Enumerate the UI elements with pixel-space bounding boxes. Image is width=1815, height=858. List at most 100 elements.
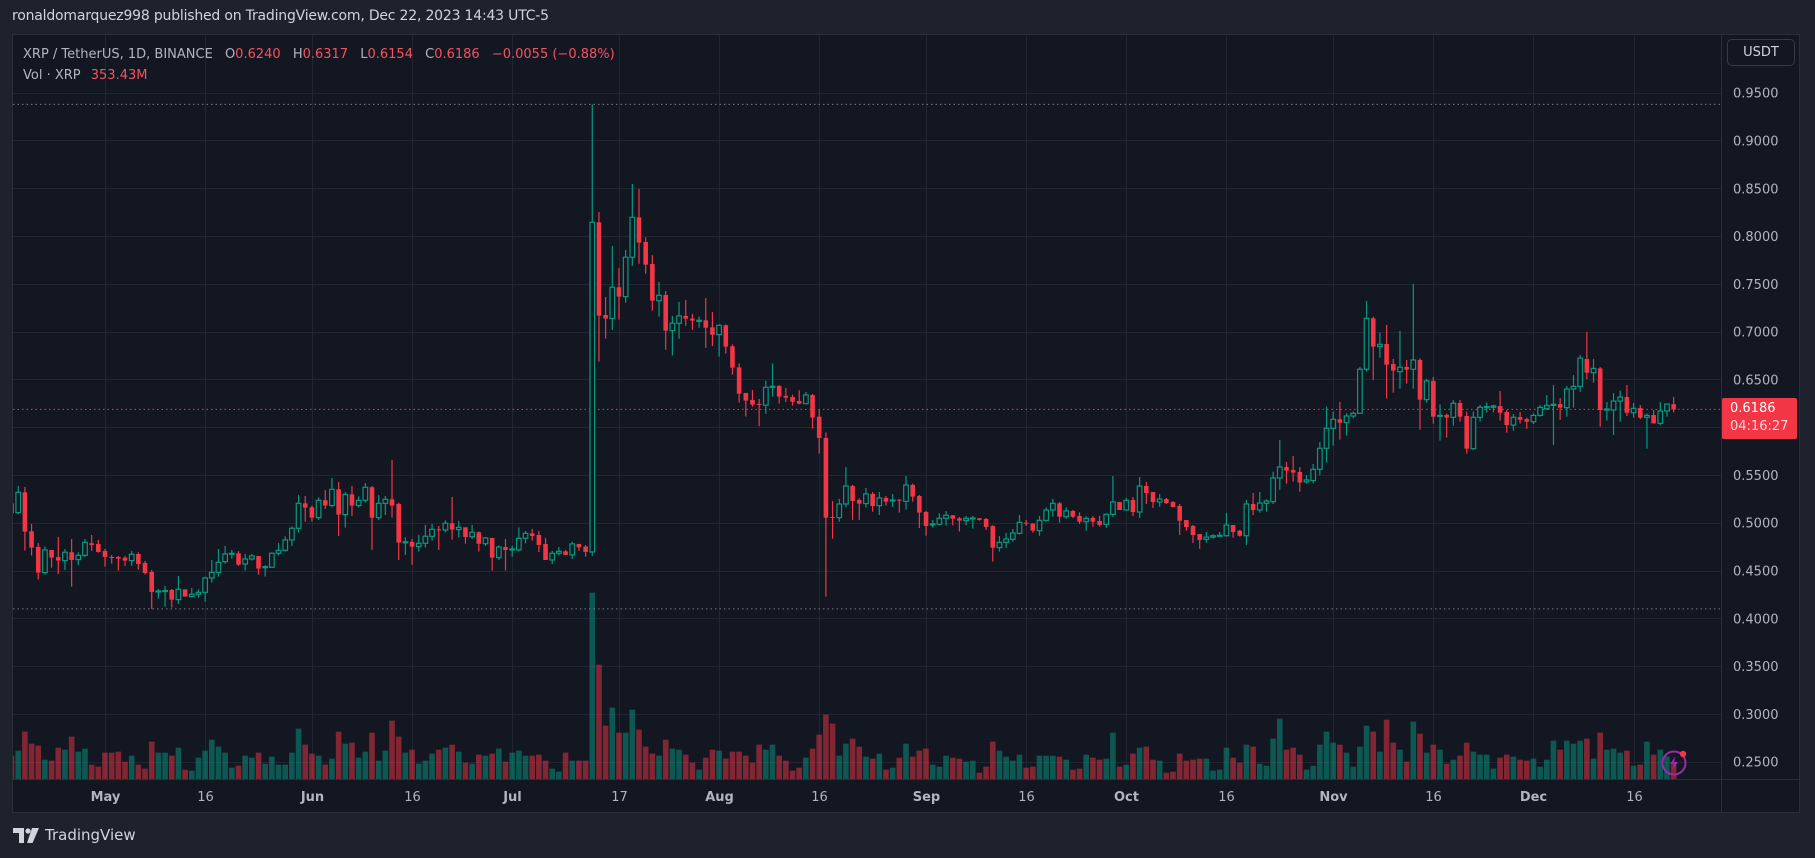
candle-body [1343, 415, 1350, 424]
candle-body [716, 324, 722, 336]
candle-body [1350, 412, 1357, 417]
symbol-title[interactable]: XRP / TetherUS, 1D, BINANCE [23, 47, 213, 62]
candle-body [62, 551, 68, 562]
volume-bar [1056, 756, 1063, 779]
price-tick-label: 0.8000 [1733, 230, 1779, 245]
candle-body [996, 541, 1003, 549]
volume-bar [209, 739, 215, 779]
legend-volume-row: Vol · XRP 353.43M [23, 65, 615, 86]
candle-body [128, 553, 135, 562]
candle-body [883, 497, 889, 502]
candle-body [1077, 516, 1082, 522]
candle-body [342, 493, 349, 516]
candle-body [636, 217, 642, 243]
candle-body [1097, 520, 1102, 526]
volume-bar [102, 752, 108, 779]
volume-bar [1123, 764, 1130, 779]
candle-body [730, 346, 735, 368]
price-tick-label: 0.7000 [1733, 326, 1779, 341]
time-tick-label: Dec [1520, 790, 1547, 805]
volume-bar [1310, 765, 1316, 779]
volume-bar [1390, 742, 1397, 779]
tradingview-branding[interactable]: TradingView [13, 826, 136, 844]
volume-bar [949, 757, 956, 779]
volume-bar [402, 752, 409, 779]
candle-body [810, 394, 815, 418]
volume-bar [148, 741, 155, 779]
volume-bar [1617, 752, 1624, 779]
volume-bar [896, 757, 903, 779]
candle-body [1164, 499, 1169, 504]
candle-body [850, 485, 855, 501]
volume-bar [182, 769, 188, 779]
volume-bar [1243, 744, 1250, 779]
candle-body [309, 507, 315, 518]
volume-bar [1303, 769, 1310, 779]
candle-body [422, 535, 429, 544]
volume-bar [409, 749, 415, 779]
candle-body [1063, 510, 1070, 518]
time-axis[interactable]: May 16 Jun 16 Jul 17 Aug 16 Sep 16 Oct 16 Nov 16 Dec 16 [91, 790, 1643, 805]
candle-body [1510, 416, 1517, 426]
candle-body [957, 518, 962, 521]
volume-bar [1423, 752, 1430, 779]
time-tick-label: Jul [502, 790, 522, 805]
volume-bar [455, 751, 462, 779]
candle-body [402, 541, 409, 544]
candle-body [1297, 471, 1303, 483]
candle-body [182, 589, 188, 597]
candle-body [1310, 468, 1317, 482]
volume-bar [1283, 749, 1290, 779]
candle-body [282, 539, 289, 551]
candle-body [1437, 414, 1443, 417]
volume-bar [1604, 749, 1610, 779]
price-axis[interactable]: 0.9500 0.9000 0.8500 0.8000 0.7500 0.7000 0.65… [1733, 87, 1779, 771]
candle-body [1130, 499, 1136, 513]
candle-body [936, 517, 943, 525]
volume-bar [789, 770, 796, 779]
candle-body [42, 549, 48, 574]
candle-body [609, 286, 616, 320]
volume-bar [1256, 763, 1263, 779]
volume-bar [776, 755, 782, 779]
price-tick-label: 0.5500 [1733, 469, 1779, 484]
candle-body [268, 552, 275, 568]
candle-body [776, 385, 782, 397]
volume-bar [969, 760, 976, 779]
candle-body [1390, 363, 1396, 371]
volume-bar [1490, 768, 1497, 779]
candle-body [1243, 503, 1250, 537]
candle-body [830, 516, 835, 518]
volume-bar [1610, 748, 1617, 779]
candle-body [1156, 498, 1163, 503]
candle-body [1657, 410, 1664, 424]
volume-bar [342, 743, 349, 779]
candle-body [149, 571, 155, 592]
candle-body [1303, 479, 1310, 483]
candle-body [1664, 403, 1670, 412]
candle-body [1216, 534, 1223, 537]
volume-bar [1410, 721, 1417, 779]
volume-bar [1096, 759, 1103, 779]
candle-body [969, 517, 976, 520]
volume-bar [55, 747, 62, 779]
volume-label[interactable]: Vol · XRP [23, 68, 81, 83]
volume-bar [556, 771, 562, 779]
candle-body [262, 566, 269, 569]
volume-bar [529, 755, 535, 779]
volume-bar [1483, 754, 1490, 779]
candle-body [1577, 357, 1584, 387]
lightning-bolt-icon[interactable] [1660, 749, 1688, 777]
volume-bar [382, 750, 389, 779]
candle-body [1483, 406, 1490, 409]
candle-body [603, 314, 608, 319]
volume-bar [195, 757, 202, 779]
currency-button[interactable]: USDT [1727, 39, 1795, 66]
volume-bar [1650, 754, 1657, 779]
volume-bar [743, 755, 749, 779]
candle-body [563, 551, 568, 555]
volume-bar [843, 743, 849, 779]
price-tick-label: 0.9000 [1733, 134, 1779, 149]
volume-bar [1523, 760, 1530, 779]
